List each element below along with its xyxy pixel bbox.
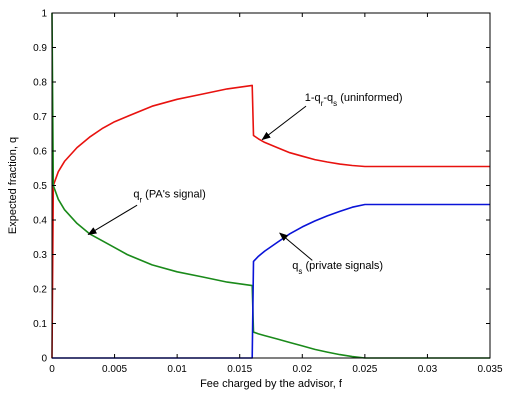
y-tick-label: 0.2 [33, 285, 47, 296]
series-line-uninformed [51, 84, 490, 359]
x-tick-label: 0.035 [477, 364, 502, 375]
x-tick-label: 0.02 [293, 364, 313, 375]
x-tick-label: 0.015 [227, 364, 252, 375]
y-tick-label: 0.9 [33, 43, 47, 54]
plot-frame [51, 12, 491, 359]
x-tick-label: 0 [49, 364, 55, 375]
x-axis-label: Fee charged by the advisor, f [200, 378, 343, 390]
annotation-private-signals-label: qs (private signals) [292, 260, 383, 276]
x-tick-label: 0.025 [352, 364, 377, 375]
annotation-arrow-uninformed-label [261, 105, 307, 141]
x-tick-label: 0.03 [418, 364, 438, 375]
y-tick-label: 0.4 [33, 216, 47, 227]
series-line-private-signals [52, 203, 490, 359]
annotation-pa-signal-label: qr (PA's signal) [133, 189, 205, 205]
annotation-layer: 1-qr-qs (uninformed) qr (PA's signal) qs (… [87, 92, 403, 276]
series-line-pa-signal [51, 12, 490, 359]
y-tick-label: 0.5 [33, 181, 47, 192]
x-tick-label: 0.01 [167, 364, 187, 375]
y-tick-label: 0 [41, 354, 47, 365]
y-tick-label: 0.7 [33, 112, 47, 123]
y-tick-label: 0.8 [33, 78, 47, 89]
axes-layer: 0 0.005 0.01 0.015 0.02 0.025 0.03 0.035 0 0.1 0.2… [33, 9, 503, 376]
y-tick-label: 0.3 [33, 250, 47, 261]
y-tick-label: 0.6 [33, 147, 47, 158]
x-tick-label: 0.005 [102, 364, 127, 375]
series-layer [51, 12, 490, 359]
y-axis-label: Expected fraction, q [7, 137, 19, 234]
annotation-arrow-pa-signal-label [87, 204, 138, 235]
y-tick-label: 0.1 [33, 319, 47, 330]
annotation-arrow-private-signals-label [279, 232, 313, 261]
annotation-uninformed-label: 1-qr-qs (uninformed) [305, 92, 403, 108]
y-tick-label: 1 [41, 9, 47, 20]
